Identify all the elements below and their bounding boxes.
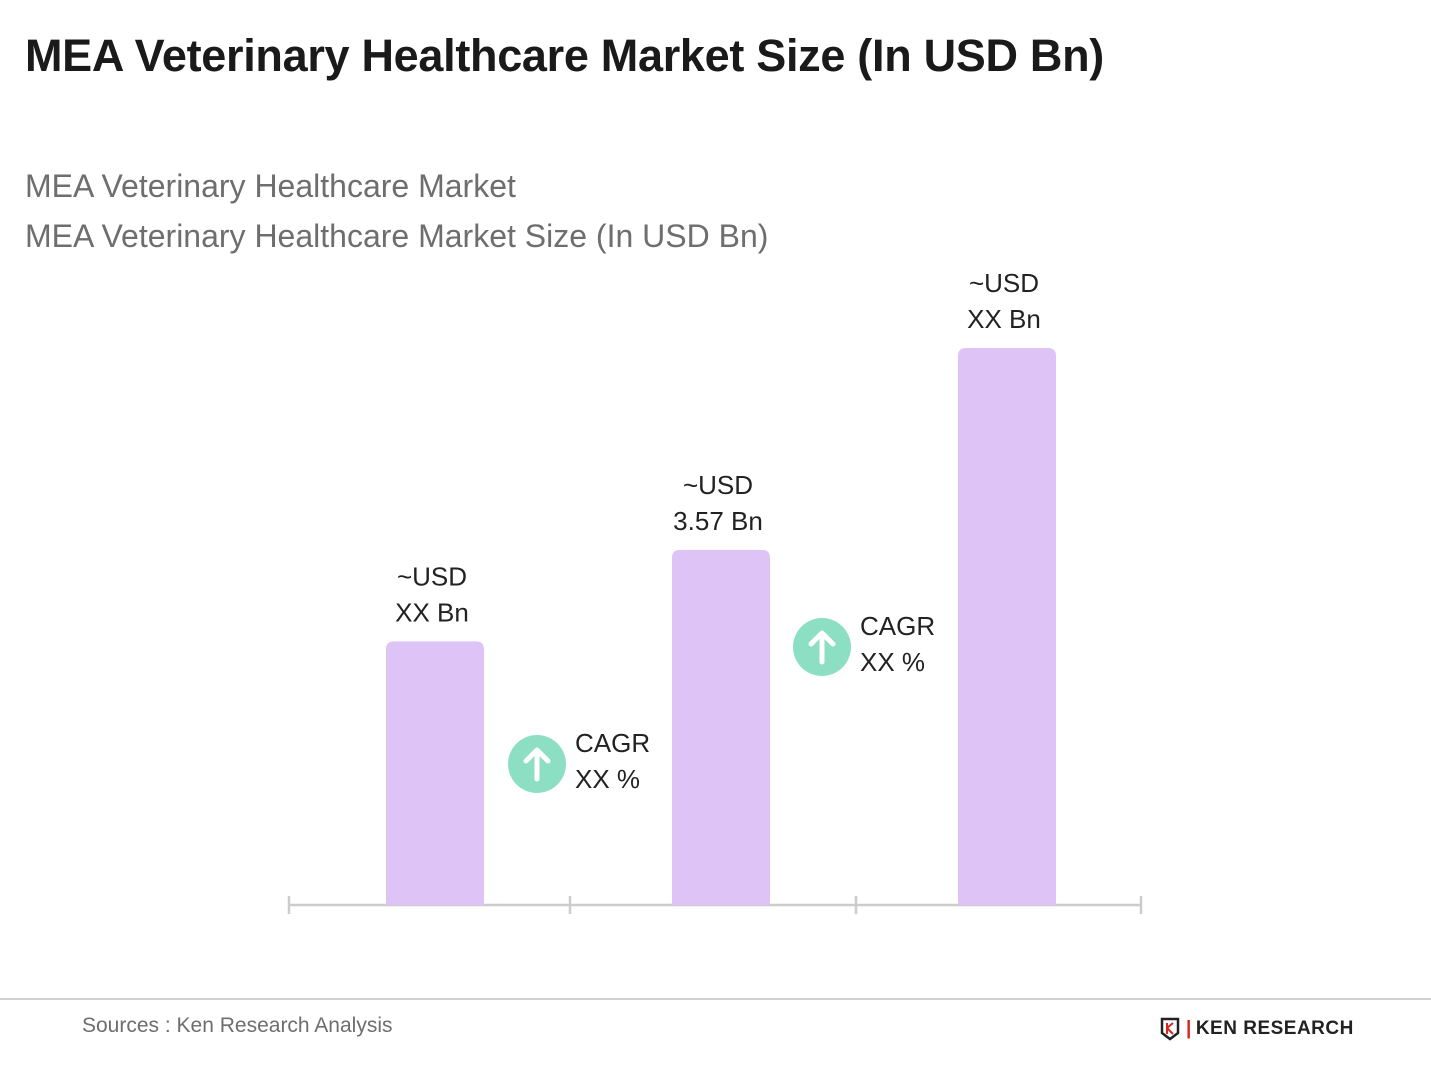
ken-research-shield-icon (1160, 1017, 1180, 1041)
bar-data-label: ~USD (397, 561, 467, 591)
bar-chart: ~USD XX Bn ~USD 3.57 Bn ~USD XX Bn CAGR XX % CAG… (287, 268, 1143, 914)
cagr-label: XX % (860, 647, 925, 677)
arrow-up-icon (523, 747, 551, 782)
bar-data-label: 3.57 Bn (673, 506, 763, 536)
cagr-label: CAGR (575, 728, 650, 758)
logo-text: KEN RESEARCH (1195, 1018, 1354, 1039)
ken-research-logo: | KEN RESEARCH (1160, 1017, 1354, 1041)
arrow-up-icon (808, 630, 836, 665)
page-title: MEA Veterinary Healthcare Market Size (I… (25, 30, 1104, 81)
cagr-label: XX % (575, 764, 640, 794)
bar (386, 641, 484, 905)
bar (958, 348, 1056, 905)
subtitle-market: MEA Veterinary Healthcare Market (25, 168, 516, 204)
bar-data-label: ~USD (969, 268, 1039, 298)
bar-data-label: XX Bn (395, 597, 469, 627)
subtitle-size: MEA Veterinary Healthcare Market Size (I… (25, 218, 769, 254)
bar-data-label: ~USD (683, 470, 753, 500)
bar-data-label: XX Bn (967, 304, 1041, 334)
sources-text: Sources : Ken Research Analysis (82, 1014, 393, 1037)
cagr-label: CAGR (860, 611, 935, 641)
bar (672, 549, 770, 905)
footer-divider (0, 998, 1431, 1000)
